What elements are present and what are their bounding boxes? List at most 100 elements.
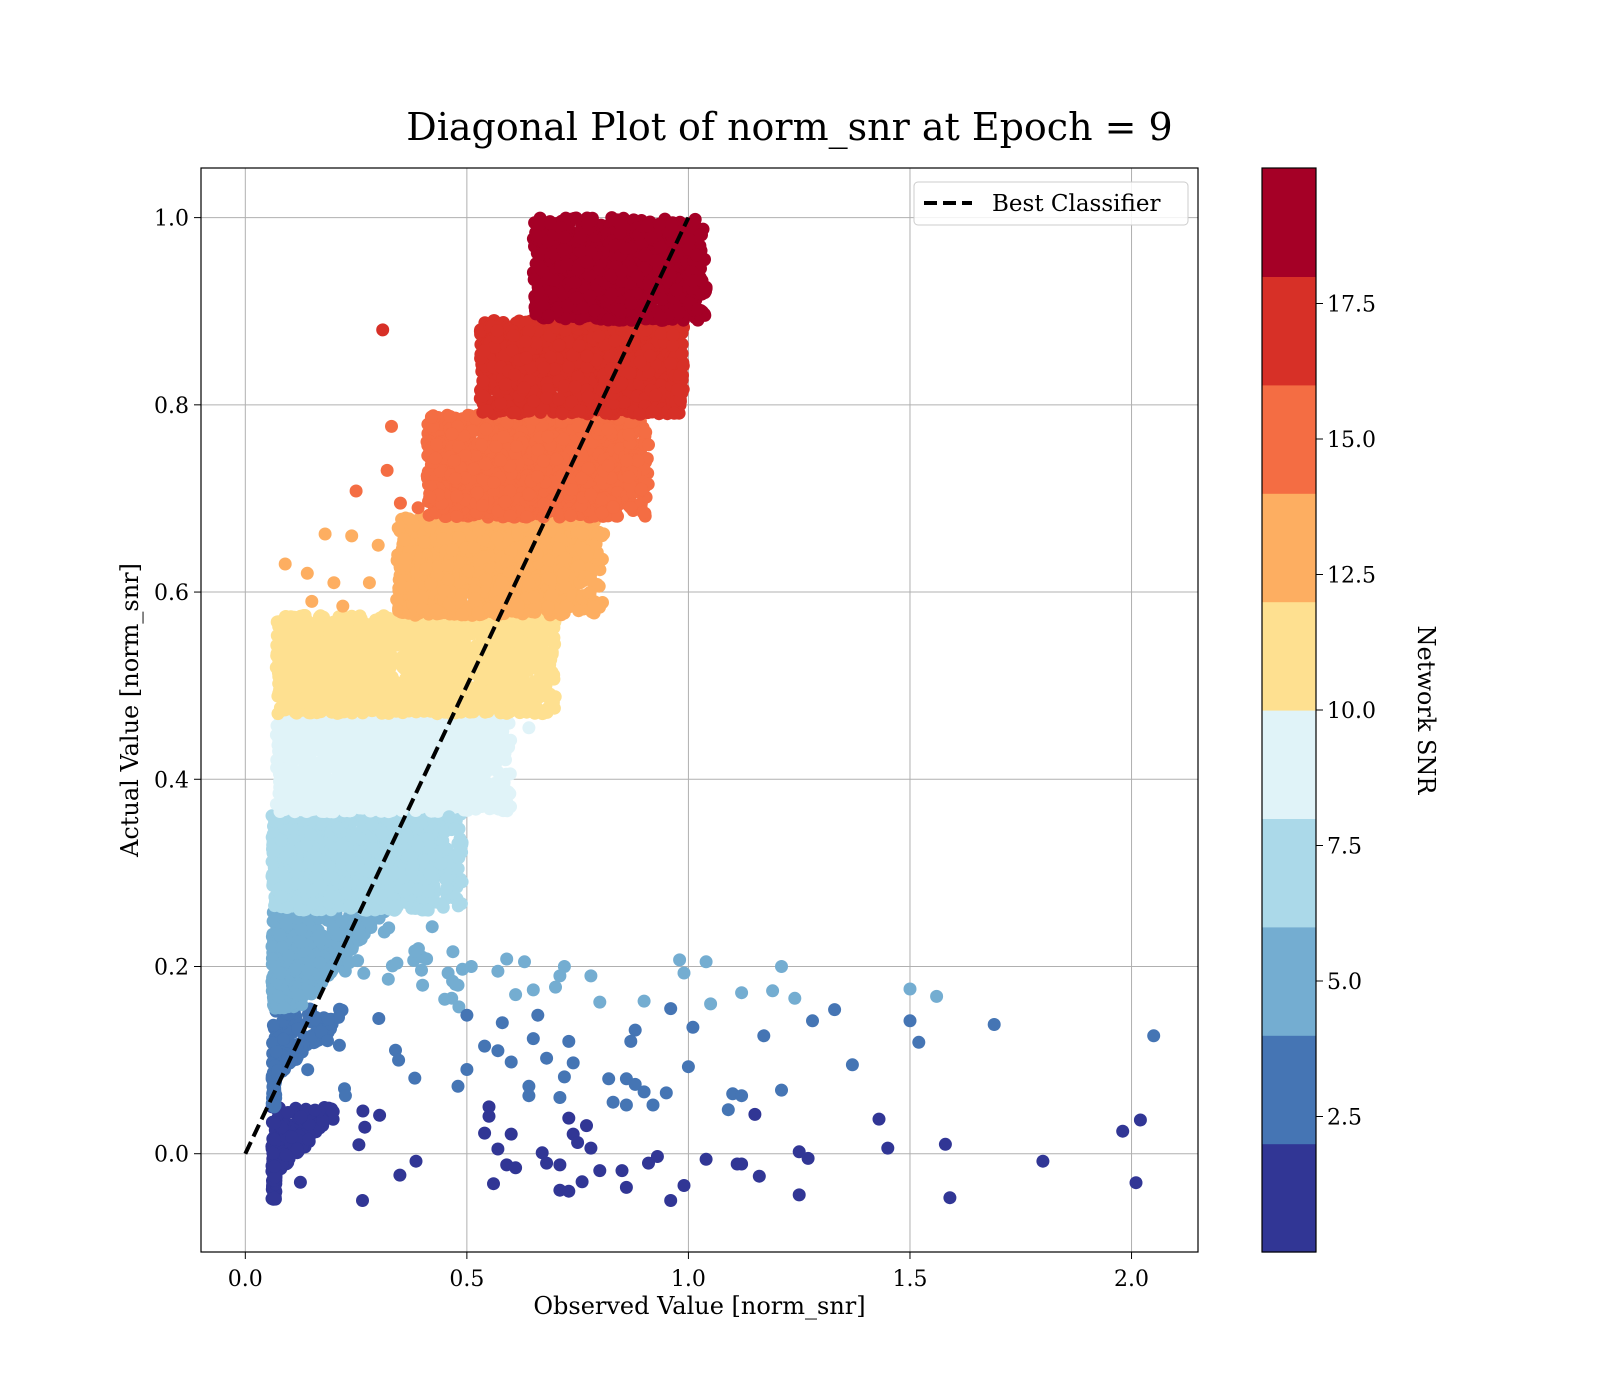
data-point: [389, 899, 403, 913]
data-point: [390, 956, 404, 970]
data-point: [299, 839, 313, 852]
data-point: [267, 1100, 281, 1114]
band-series-3: [265, 805, 469, 917]
data-point: [273, 701, 287, 715]
data-point: [272, 990, 285, 1004]
data-point: [290, 748, 304, 761]
data-point: [452, 795, 466, 809]
data-point: [300, 963, 314, 977]
data-point: [423, 867, 437, 881]
data-point: [338, 804, 352, 818]
data-point: [358, 1120, 372, 1134]
data-point: [282, 949, 296, 963]
data-point: [302, 1132, 316, 1146]
data-point: [290, 859, 304, 873]
data-point: [321, 804, 335, 818]
data-point: [350, 738, 364, 751]
data-point: [491, 799, 505, 813]
data-point: [454, 735, 468, 749]
data-point: [332, 1038, 346, 1052]
data-point: [452, 1000, 466, 1014]
data-point: [425, 790, 439, 804]
data-point: [328, 689, 342, 703]
data-point: [375, 778, 389, 791]
data-point: [279, 1148, 293, 1162]
data-point: [380, 722, 394, 736]
data-point: [429, 657, 443, 671]
data-point: [377, 797, 391, 810]
data-point: [313, 678, 327, 691]
data-point: [415, 963, 428, 977]
data-point: [452, 851, 466, 865]
data-point: [439, 633, 453, 647]
data-point: [392, 699, 406, 713]
data-point: [271, 1064, 285, 1078]
data-point: [405, 756, 419, 769]
data-point: [420, 952, 434, 966]
data-point: [366, 842, 380, 856]
data-point: [374, 673, 388, 687]
data-point: [293, 1175, 307, 1189]
band-series-5: [269, 609, 562, 721]
data-point: [398, 632, 411, 646]
data-point: [377, 749, 391, 763]
data-point: [310, 851, 324, 865]
data-point: [436, 900, 450, 914]
data-point: [359, 865, 373, 879]
data-point: [265, 855, 279, 869]
data-point: [470, 680, 484, 694]
data-point: [381, 972, 395, 986]
data-point: [355, 832, 369, 846]
data-point: [356, 1104, 370, 1118]
data-point: [375, 643, 389, 657]
data-point: [360, 652, 374, 666]
data-point: [267, 865, 281, 879]
data-point: [502, 740, 516, 754]
data-point: [326, 1105, 340, 1119]
data-point: [290, 706, 304, 720]
band-series-0: [265, 1100, 423, 1207]
data-point: [357, 966, 371, 980]
data-point: [516, 635, 530, 649]
data-point: [278, 801, 292, 815]
data-point: [300, 788, 314, 802]
data-point: [268, 1116, 282, 1130]
data-point: [273, 649, 287, 662]
data-point: [304, 687, 317, 700]
data-point: [356, 1194, 369, 1207]
data-point: [469, 772, 483, 786]
data-point: [314, 785, 328, 799]
data-point: [401, 742, 415, 756]
data-point: [273, 966, 287, 980]
data-point: [266, 1018, 280, 1032]
data-point: [335, 838, 349, 852]
data-point: [272, 734, 286, 748]
data-point: [332, 627, 346, 641]
data-point: [326, 793, 340, 807]
data-point: [277, 1032, 290, 1046]
data-point: [409, 1154, 423, 1168]
data-point: [301, 1063, 315, 1077]
data-point: [351, 954, 365, 968]
data-point: [424, 804, 438, 818]
data-point: [358, 726, 372, 740]
data-point: [414, 672, 428, 686]
data-point: [406, 858, 420, 871]
data-point: [326, 642, 340, 656]
data-point: [434, 857, 448, 871]
data-point: [279, 789, 293, 803]
data-point: [332, 1010, 345, 1024]
data-point: [489, 653, 503, 667]
data-point: [393, 1168, 407, 1182]
data-point: [291, 988, 305, 1002]
data-point: [364, 763, 377, 777]
data-point: [451, 899, 465, 913]
data-point: [316, 752, 330, 766]
data-point: [380, 658, 394, 672]
data-point: [338, 1089, 352, 1103]
data-point: [273, 775, 286, 788]
data-point: [375, 826, 389, 840]
data-point: [449, 621, 463, 635]
data-point: [416, 697, 430, 711]
